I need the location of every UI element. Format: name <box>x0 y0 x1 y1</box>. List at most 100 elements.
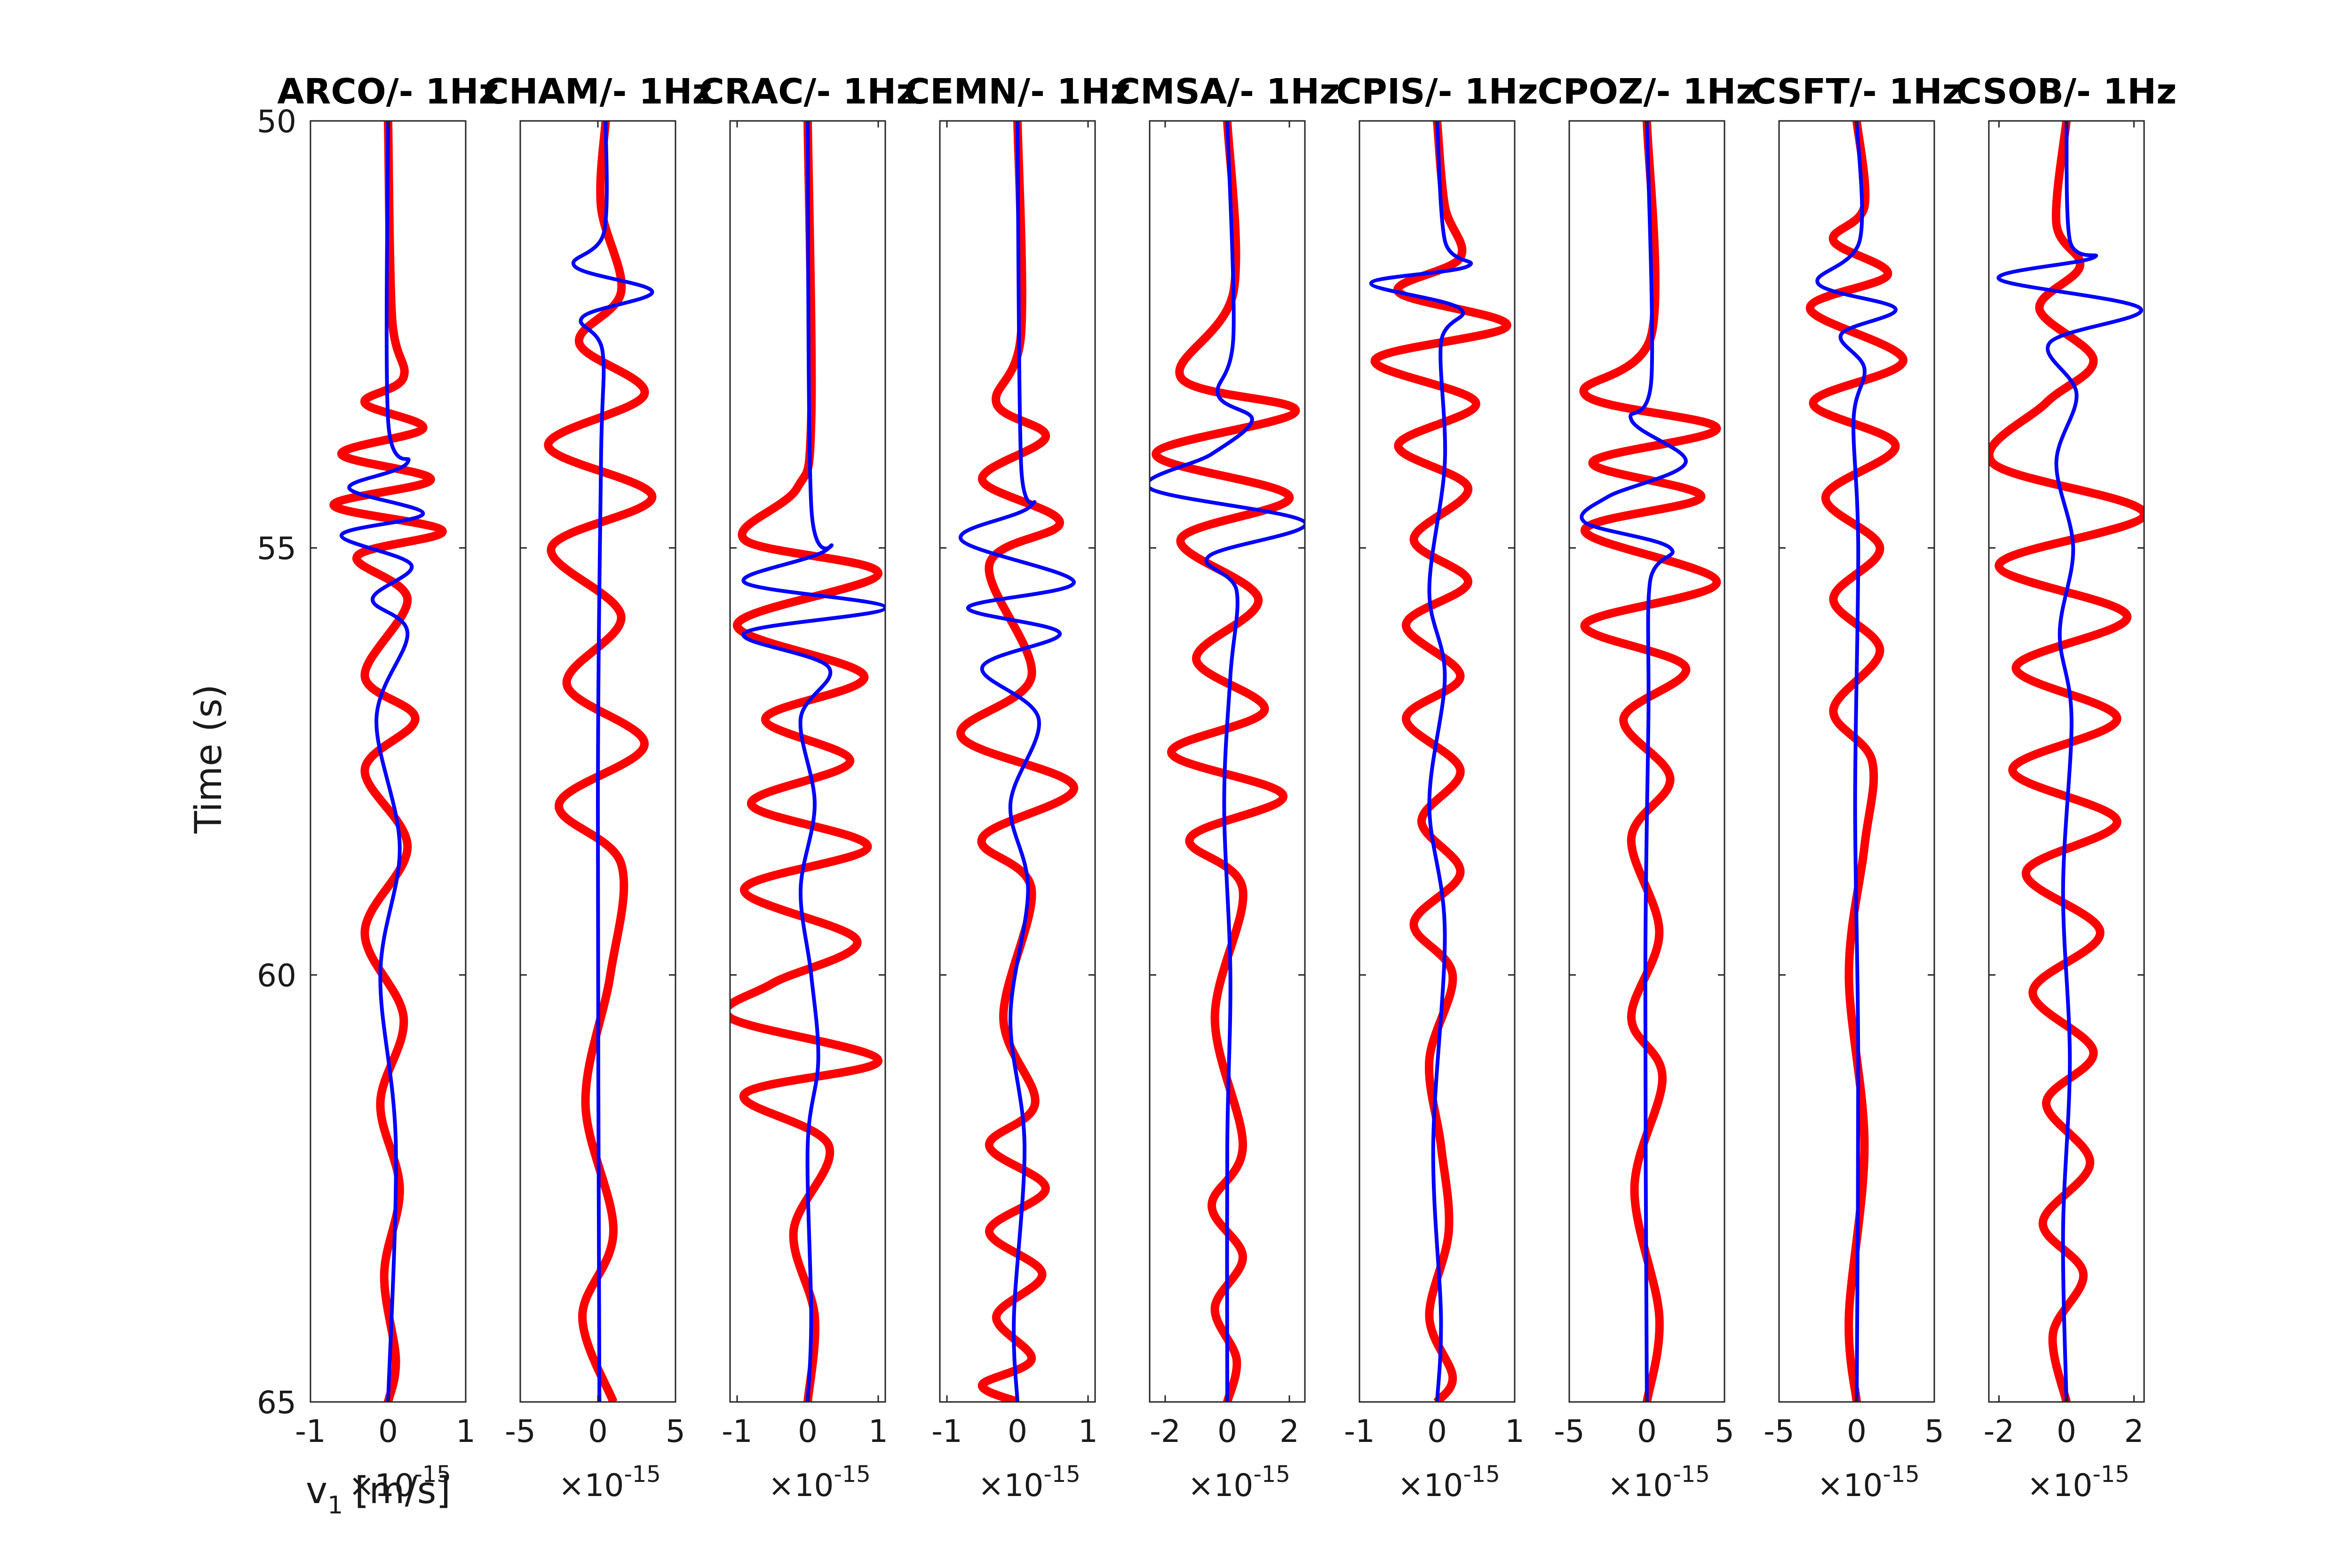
synthetic-trace <box>1580 121 1688 1402</box>
observed-trace <box>730 121 882 1402</box>
x-exponent-base: ×10 <box>1398 1467 1463 1504</box>
panel-title: CEMN/- 1Hz <box>905 72 1130 112</box>
panel-title: CSOB/- 1Hz <box>1956 72 2177 112</box>
x-tick-label: 2 <box>1279 1413 1299 1449</box>
panel-title: CMSA/- 1Hz <box>1115 72 1340 112</box>
x-axis-label-subscript: 1 <box>327 1491 343 1520</box>
y-tick-label: 55 <box>257 531 296 567</box>
y-axis-label: Time (s) <box>188 684 230 834</box>
y-tick-label: 50 <box>257 103 296 140</box>
synthetic-trace <box>1150 121 1305 1402</box>
observed-trace <box>1579 121 1721 1402</box>
x-exponent-base: ×10 <box>2027 1467 2092 1504</box>
synthetic-trace <box>959 121 1076 1402</box>
x-exponent-label: ×10-15 <box>558 1461 661 1504</box>
x-tick-label: 0 <box>1217 1413 1237 1449</box>
x-tick-label: 0 <box>798 1413 818 1449</box>
x-exponent-power: -15 <box>1883 1461 1919 1488</box>
x-tick-label: 0 <box>1847 1413 1867 1449</box>
panel-traces <box>1806 121 1907 1402</box>
x-exponent-power: -15 <box>1463 1461 1500 1488</box>
panel-traces <box>329 121 447 1402</box>
x-tick-label: 1 <box>456 1413 476 1449</box>
panel-3: -1 0 1 ×10-15 CRAC/- 1Hz <box>699 72 917 1504</box>
x-exponent-power: -15 <box>1253 1461 1290 1488</box>
x-tick-label: 0 <box>2057 1413 2076 1449</box>
x-exponent-label: ×10-15 <box>1817 1461 1920 1504</box>
x-exponent-base: ×10 <box>768 1467 834 1504</box>
x-tick-label: 1 <box>868 1413 888 1449</box>
x-tick-label: 0 <box>1008 1413 1027 1449</box>
observed-trace <box>1806 121 1907 1402</box>
x-exponent-label: ×10-15 <box>2027 1461 2130 1504</box>
observed-trace <box>544 121 657 1402</box>
panel-9: -2 0 2 ×10-15 CSOB/- 1Hz <box>1956 72 2177 1504</box>
x-axis-label: v1 [m/s] <box>306 1470 451 1520</box>
x-tick-label: 0 <box>378 1413 398 1449</box>
x-tick-label: 1 <box>1505 1413 1525 1449</box>
x-exponent-label: ×10-15 <box>978 1461 1081 1504</box>
x-tick-label: -5 <box>1554 1413 1585 1449</box>
panel-traces <box>956 121 1078 1402</box>
panel-title: ARCO/- 1Hz <box>277 72 499 112</box>
synthetic-trace <box>340 121 425 1402</box>
x-exponent-base: ×10 <box>1188 1467 1253 1504</box>
panel-4: -1 0 1 ×10-15 CEMN/- 1Hz <box>905 72 1130 1504</box>
x-tick-label: 5 <box>1715 1413 1734 1449</box>
x-tick-label: 1 <box>1078 1413 1098 1449</box>
x-tick-label: -2 <box>1984 1413 2015 1449</box>
x-tick-label: 5 <box>1924 1413 1944 1449</box>
x-exponent-power: -15 <box>2092 1461 2129 1488</box>
y-tick-label: 65 <box>257 1385 296 1421</box>
x-exponent-base: ×10 <box>1607 1467 1673 1504</box>
x-tick-label: 2 <box>2124 1413 2144 1449</box>
x-exponent-label: ×10-15 <box>1607 1461 1710 1504</box>
panel-traces <box>1989 121 2144 1402</box>
observed-trace <box>1989 121 2144 1402</box>
synthetic-trace <box>1996 121 2143 1402</box>
panel-traces <box>730 121 885 1402</box>
x-tick-label: -5 <box>1764 1413 1795 1449</box>
x-exponent-power: -15 <box>414 1461 451 1488</box>
x-exponent-power: -15 <box>1673 1461 1709 1488</box>
synthetic-trace <box>572 121 654 1402</box>
x-tick-label: -1 <box>722 1413 753 1449</box>
panel-traces <box>1579 121 1721 1402</box>
panel-traces <box>1150 121 1305 1402</box>
x-tick-label: 0 <box>1427 1413 1447 1449</box>
x-exponent-label: ×10-15 <box>768 1461 871 1504</box>
panel-traces <box>544 121 657 1402</box>
x-tick-label: -5 <box>505 1413 536 1449</box>
x-tick-label: -1 <box>931 1413 962 1449</box>
x-tick-label: -2 <box>1150 1413 1181 1449</box>
panel-title: CPOZ/- 1Hz <box>1537 72 1756 112</box>
x-exponent-label: ×10-15 <box>349 1461 451 1504</box>
observed-trace <box>956 121 1078 1402</box>
synthetic-trace <box>1369 121 1473 1402</box>
x-exponent-base: ×10 <box>978 1467 1043 1504</box>
x-exponent-base: ×10 <box>1817 1467 1883 1504</box>
panel-title: CRAC/- 1Hz <box>699 72 917 112</box>
synthetic-trace <box>741 121 885 1402</box>
x-exponent-power: -15 <box>624 1461 660 1488</box>
x-tick-label: -1 <box>1344 1413 1375 1449</box>
panel-title: CSFT/- 1Hz <box>1751 72 1963 112</box>
x-exponent-base: ×10 <box>349 1467 414 1504</box>
panel-title: CHAM/- 1Hz <box>483 72 712 112</box>
x-tick-label: 0 <box>1637 1413 1657 1449</box>
x-tick-label: 5 <box>666 1413 685 1449</box>
panel-5: -2 0 2 ×10-15 CMSA/- 1Hz <box>1115 72 1340 1504</box>
x-exponent-power: -15 <box>834 1461 870 1488</box>
y-tick-label: 60 <box>257 957 296 994</box>
x-exponent-label: ×10-15 <box>1398 1461 1500 1504</box>
panel-title: CPIS/- 1Hz <box>1336 72 1538 112</box>
x-exponent-power: -15 <box>1043 1461 1080 1488</box>
